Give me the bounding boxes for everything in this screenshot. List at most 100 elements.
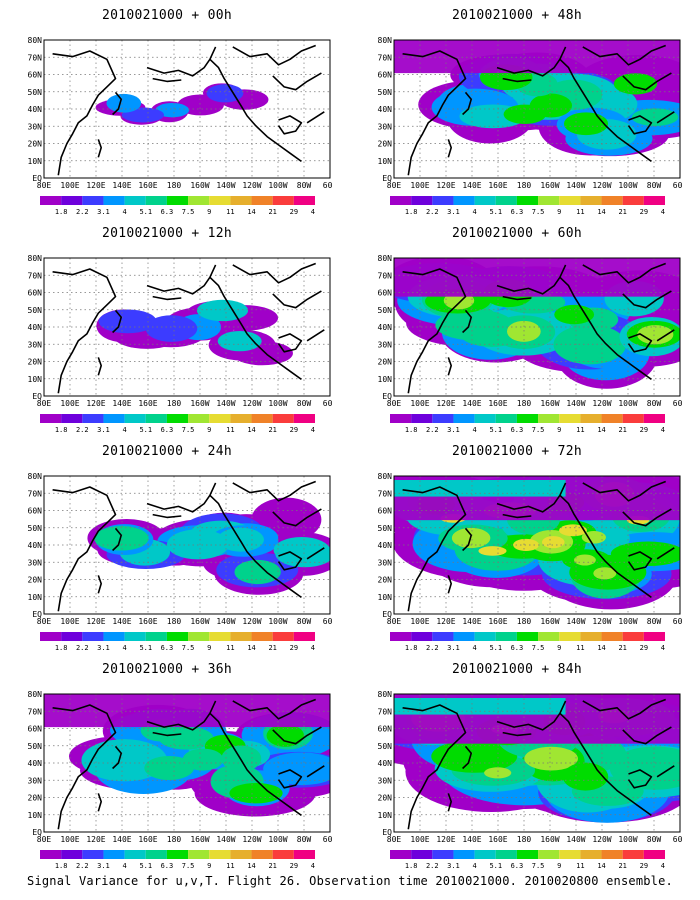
lon-label: 60W	[673, 617, 682, 626]
colorbar-swatch	[166, 196, 189, 205]
panel-title: 2010021000 + 48h	[451, 8, 583, 23]
colorbar-swatch	[145, 850, 167, 859]
variance-contour	[478, 546, 507, 556]
colorbar-label: 4	[123, 426, 127, 434]
coastline	[306, 765, 325, 778]
variance-contour	[94, 526, 149, 551]
coastline	[462, 309, 472, 334]
coastline	[152, 295, 182, 301]
lat-label: 50N	[28, 742, 43, 751]
coastline	[146, 264, 217, 295]
colorbar-label: 2.2	[76, 644, 89, 652]
lat-label: 10N	[28, 375, 43, 384]
lon-label: 60W	[673, 835, 682, 844]
colorbar-swatch	[293, 632, 315, 641]
lon-label: 120E	[86, 835, 105, 844]
lon-label: 120W	[592, 835, 611, 844]
lat-label: 20N	[28, 358, 43, 367]
colorbar-label: 2.2	[76, 426, 89, 434]
coastline	[559, 494, 652, 599]
coastline	[306, 111, 325, 124]
lon-label: 80W	[297, 399, 312, 408]
colorbar-label: 14	[597, 426, 605, 434]
lat-label: 60N	[28, 507, 43, 516]
lat-label: 50N	[378, 742, 393, 751]
colorbar: 1.8 2.2 3.1 4 5.1 6.3 7.5 9 11 14 21 29 40	[40, 196, 315, 216]
colorbar-label: 40	[311, 862, 315, 870]
colorbar-label: 1.8	[405, 208, 418, 216]
panel-title: 2010021000 + 24h	[101, 444, 233, 459]
variance-contour	[206, 84, 244, 103]
colorbar-swatch	[230, 632, 252, 641]
colorbar-label: 5.1	[489, 644, 502, 652]
colorbar-swatch	[272, 632, 294, 641]
colorbar-label: 2.2	[426, 208, 439, 216]
colorbar-label: 5.1	[489, 208, 502, 216]
lon-label: 180	[517, 835, 532, 844]
variance-contour	[562, 762, 609, 791]
lon-label: 80W	[297, 835, 312, 844]
colorbar-swatch	[390, 414, 412, 423]
colorbar-label: 5.1	[489, 862, 502, 870]
colorbar-label: 21	[268, 644, 276, 652]
colorbar-swatch	[538, 196, 560, 205]
lat-label: 60N	[378, 725, 393, 734]
colorbar-swatch	[230, 414, 252, 423]
colorbar-swatch	[188, 414, 210, 423]
map-frame	[43, 39, 331, 179]
colorbar-swatch	[580, 196, 602, 205]
lon-label: 180	[167, 181, 182, 190]
colorbar-label: 14	[247, 862, 255, 870]
colorbar-label: 11	[576, 208, 584, 216]
coastline	[462, 745, 472, 770]
colorbar-swatch	[601, 850, 623, 859]
lon-label: 100E	[410, 617, 429, 626]
lon-label: 180	[167, 835, 182, 844]
lon-label: 120W	[242, 835, 261, 844]
colorbar-swatch	[390, 632, 412, 641]
lat-label: 20N	[28, 794, 43, 803]
colorbar-label: 7.5	[182, 862, 195, 870]
lon-label: 120E	[436, 181, 455, 190]
colorbar-label: 5.1	[139, 862, 152, 870]
coastline	[232, 44, 316, 66]
colorbar-label: 2.2	[426, 644, 439, 652]
lat-label: 50N	[378, 306, 393, 315]
variance-contour	[637, 325, 674, 345]
colorbar-swatch	[474, 632, 496, 641]
lat-label: 70N	[378, 53, 393, 62]
colorbar-label: 9	[557, 208, 561, 216]
coastline	[152, 77, 182, 83]
colorbar-label: 11	[576, 426, 584, 434]
colorbar-label: 40	[661, 208, 665, 216]
colorbar-label: 1.8	[55, 426, 68, 434]
coastline	[402, 50, 467, 176]
colorbar-swatch	[251, 632, 273, 641]
colorbar-swatch	[82, 414, 104, 423]
colorbar-swatch	[209, 632, 231, 641]
lon-label: 80W	[647, 181, 662, 190]
lat-label: 10N	[28, 157, 43, 166]
colorbar-label: 14	[247, 208, 255, 216]
lat-label: 10N	[378, 593, 393, 602]
colorbar-swatch	[643, 414, 665, 423]
colorbar-label: 29	[640, 208, 648, 216]
lat-label: EQ	[32, 828, 42, 837]
colorbar-label: 29	[290, 862, 298, 870]
variance-contour	[178, 530, 228, 552]
colorbar-label: 6.3	[511, 426, 524, 434]
lat-label: EQ	[382, 610, 392, 619]
lat-label: 80N	[28, 690, 43, 699]
map-frame	[393, 257, 681, 397]
lat-label: EQ	[32, 174, 42, 183]
colorbar-label: 9	[207, 862, 211, 870]
lon-label: 140E	[462, 617, 481, 626]
colorbar-label: 6.3	[161, 208, 174, 216]
panel-60h: 2010021000 + 60h 80N 70N 60N 50N 40N 30N 20N 10…	[352, 226, 682, 436]
colorbar: 1.8 2.2 3.1 4 5.1 6.3 7.5 9 11 14 21 29 40	[40, 414, 315, 434]
lon-label: 140W	[216, 181, 235, 190]
colorbar-label: 1.8	[405, 862, 418, 870]
colorbar-swatch	[390, 850, 412, 859]
